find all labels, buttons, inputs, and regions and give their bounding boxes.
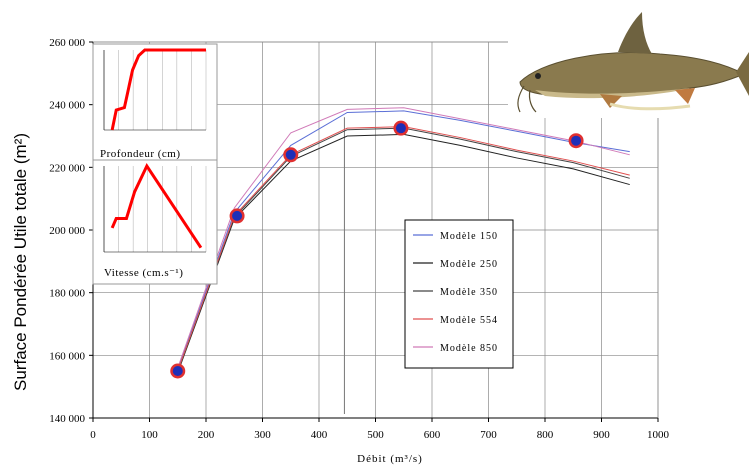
- x-ticks: 0 100 200 300 400 500 600 700 800 900 1000: [90, 418, 670, 441]
- fish-body: [519, 52, 746, 97]
- legend-label: Modèle 850: [440, 343, 498, 354]
- x-tick-label: 0: [90, 429, 96, 441]
- data-markers: [170, 120, 584, 379]
- y-tick-label: 140 000: [49, 413, 85, 425]
- series-line-2: [177, 133, 630, 373]
- data-marker: [571, 135, 582, 146]
- data-marker: [395, 123, 406, 134]
- y-tick-label: 260 000: [49, 37, 85, 49]
- y-tick-label: 240 000: [49, 100, 85, 112]
- fish-dorsal-fin: [618, 12, 652, 54]
- x-tick-label: 100: [141, 429, 158, 441]
- data-marker: [285, 149, 296, 160]
- y-tick-label: 180 000: [49, 288, 85, 300]
- inset-curve: [110, 162, 203, 249]
- legend-label: Modèle 350: [440, 287, 498, 298]
- fish-anal-fin: [675, 88, 695, 104]
- inset-velocity: Vitesse (cm.s⁻¹): [92, 159, 218, 285]
- x-tick-label: 700: [480, 429, 497, 441]
- y-tick-label: 220 000: [49, 162, 85, 174]
- fish-belly: [535, 88, 690, 99]
- y-tick-label: 160 000: [49, 350, 85, 362]
- data-marker: [232, 210, 243, 221]
- x-tick-label: 800: [537, 429, 554, 441]
- x-tick-label: 1000: [647, 429, 670, 441]
- legend: Modèle 150 Modèle 250 Modèle 350 Modèle 554…: [404, 219, 514, 369]
- series-line-3: [177, 127, 630, 372]
- data-marker: [172, 366, 183, 376]
- fish-reflection: [609, 102, 691, 111]
- y-axis-label: Surface Pondérée Utile totale (m²): [11, 133, 30, 391]
- x-tick-label: 600: [424, 429, 441, 441]
- y-ticks: 140 000 160 000 180 000 200 000 220 000 240 0…: [49, 37, 93, 425]
- inset-curve: [110, 48, 206, 131]
- series-line-1: [177, 110, 630, 370]
- x-tick-label: 200: [198, 429, 215, 441]
- inset-depth: Profondeur (cm): [92, 43, 218, 175]
- x-axis-label: Débit (m³/s): [357, 453, 423, 465]
- legend-label: Modèle 554: [440, 315, 498, 326]
- x-tick-label: 900: [593, 429, 610, 441]
- fish-eye: [535, 73, 541, 79]
- legend-label: Modèle 150: [440, 231, 498, 242]
- fish-pelvic-fin: [600, 94, 622, 108]
- y-tick-label: 200 000: [49, 225, 85, 237]
- inset-velocity-caption: Vitesse (cm.s⁻¹): [104, 267, 183, 279]
- x-tick-label: 300: [254, 429, 271, 441]
- series-line-5: [177, 107, 630, 369]
- x-tick-label: 400: [311, 429, 328, 441]
- legend-label: Modèle 250: [440, 259, 498, 270]
- x-tick-label: 500: [367, 429, 384, 441]
- inset-depth-caption: Profondeur (cm): [100, 148, 181, 160]
- fish-barbels: [517, 85, 537, 113]
- series-line-4: [177, 126, 630, 372]
- fish-tail: [736, 52, 749, 96]
- barbel-fish-photo: [508, 0, 749, 118]
- series-lines: [177, 107, 630, 373]
